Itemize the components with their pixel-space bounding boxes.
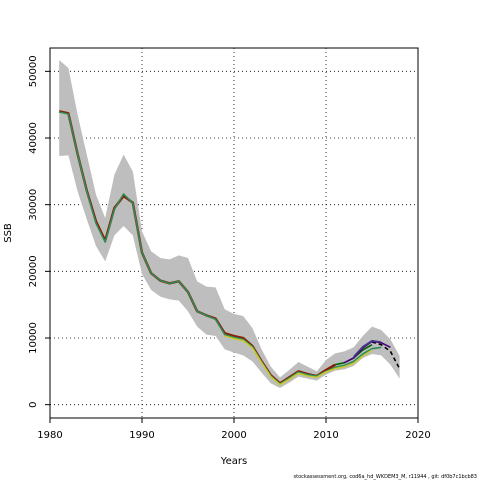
x-tick-label: 2020 [405,430,430,441]
series-line-6 [344,340,391,364]
x-tick-label: 1990 [129,430,154,441]
x-tick-label: 1980 [37,430,62,441]
x-axis: 1980 1990 2000 2010 2020 [37,418,431,441]
x-axis-title: Years [220,456,247,467]
y-tick-label: 20000 [28,255,39,287]
confidence-band [59,60,400,388]
x-tick-label: 2010 [313,430,338,441]
y-axis-title: SSB [3,223,14,243]
series-line-2 [371,341,401,370]
series-lines [58,110,401,386]
x-tick-label: 2000 [221,430,246,441]
y-tick-label: 0 [28,401,39,407]
series-line-7 [353,339,382,358]
footnote: stockassessment.org, cod6a_hd_WKDEM3_M, … [294,474,477,480]
y-tick-label: 50000 [28,55,39,87]
y-axis: 0 10000 20000 30000 40000 50000 [28,55,50,408]
y-tick-label: 40000 [28,122,39,154]
series-line-4 [224,335,373,386]
confidence-band-area [59,60,400,388]
y-tick-label: 10000 [28,322,39,354]
y-tick-label: 30000 [28,189,39,221]
